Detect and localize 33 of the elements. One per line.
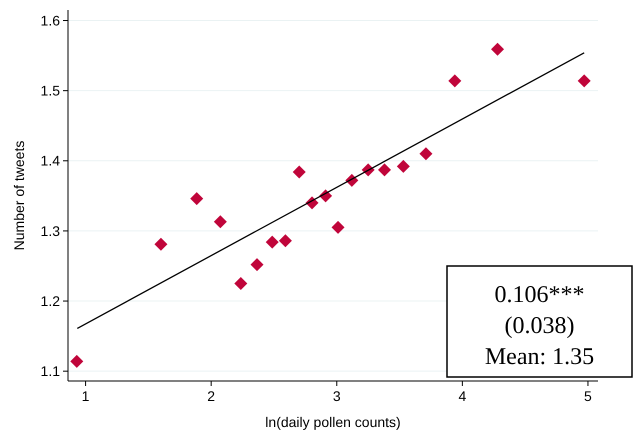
point: [250, 258, 264, 272]
annotation: (0.038): [504, 313, 574, 339]
point: [396, 160, 410, 173]
x-tick-label: 5: [584, 388, 592, 404]
point: [448, 74, 462, 88]
y-tick-label: 1.6: [40, 12, 60, 28]
annotation: Mean: 1.35: [484, 344, 594, 370]
point: [154, 238, 168, 251]
y-tick-label: 1.2: [40, 292, 60, 309]
point: [491, 42, 504, 56]
point: [332, 220, 345, 234]
x-tick-label: 4: [458, 388, 466, 404]
x-tick-label: 2: [207, 388, 216, 404]
text-box: 0.106*** (0.038) Mean: 1.35: [446, 265, 633, 378]
annotation: 0.106***: [494, 282, 584, 308]
y-tick-label: 1.5: [40, 82, 60, 99]
point: [419, 147, 432, 160]
point: [214, 215, 227, 228]
point: [292, 166, 306, 179]
y-tick-label: 1.1: [40, 363, 60, 380]
point: [190, 192, 204, 206]
point: [70, 354, 84, 368]
point: [266, 236, 279, 249]
x-tick-label: 3: [332, 388, 341, 404]
y-tick-label: 1.3: [40, 222, 60, 239]
x-axis-title: ln(daily pollen counts): [265, 414, 401, 430]
point: [278, 234, 292, 248]
y-tick-label: 1.4: [40, 152, 60, 169]
point: [378, 163, 391, 176]
x-tick-label: 1: [82, 388, 90, 404]
y-axis-title: Number of tweets: [11, 140, 27, 250]
point: [578, 74, 591, 88]
point: [234, 277, 248, 290]
